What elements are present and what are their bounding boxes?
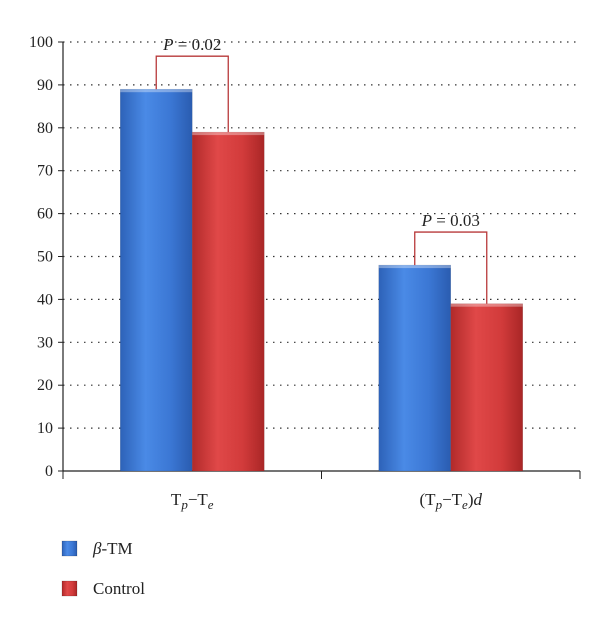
legend-swatch (61, 580, 78, 597)
bar-highlight (192, 132, 265, 136)
y-tick-label: 20 (37, 377, 53, 394)
bar (120, 88, 193, 472)
legend-label: β-TM (92, 539, 133, 558)
y-tick-label: 30 (37, 334, 53, 351)
legend-swatch (61, 540, 78, 557)
y-tick-label: 90 (37, 77, 53, 94)
axes: 0 10 20 30 40 50 60 70 80 90 100 Tp−Te (Tp−Te)d (29, 34, 581, 512)
legend: β-TM Control (61, 539, 145, 598)
y-tick-label: 80 (37, 120, 53, 137)
p-value-label: P = 0.03 (421, 211, 480, 230)
bar (450, 303, 523, 472)
y-tick-label: 40 (37, 291, 53, 308)
y-tick-label: 100 (29, 34, 53, 51)
y-tick-label: 60 (37, 206, 53, 223)
y-tick-label: 50 (37, 249, 53, 266)
y-tick-label: 70 (37, 163, 53, 180)
legend-label: Control (93, 579, 145, 598)
p-value-annotations: P = 0.02 P = 0.03 (155, 35, 488, 304)
bar (378, 264, 451, 472)
p-value-bracket (414, 231, 488, 304)
bar-highlight (378, 265, 451, 269)
bar-highlight (450, 303, 523, 307)
x-category-label: (Tp−Te)d (420, 490, 483, 512)
bar-highlight (120, 89, 193, 93)
p-value-bracket (155, 55, 229, 133)
y-tick-label: 0 (45, 463, 53, 480)
x-category-label: Tp−Te (171, 490, 214, 512)
p-value-label: P = 0.02 (162, 35, 221, 54)
y-tick-label: 10 (37, 420, 53, 437)
bar (192, 131, 265, 472)
bars (120, 88, 523, 472)
